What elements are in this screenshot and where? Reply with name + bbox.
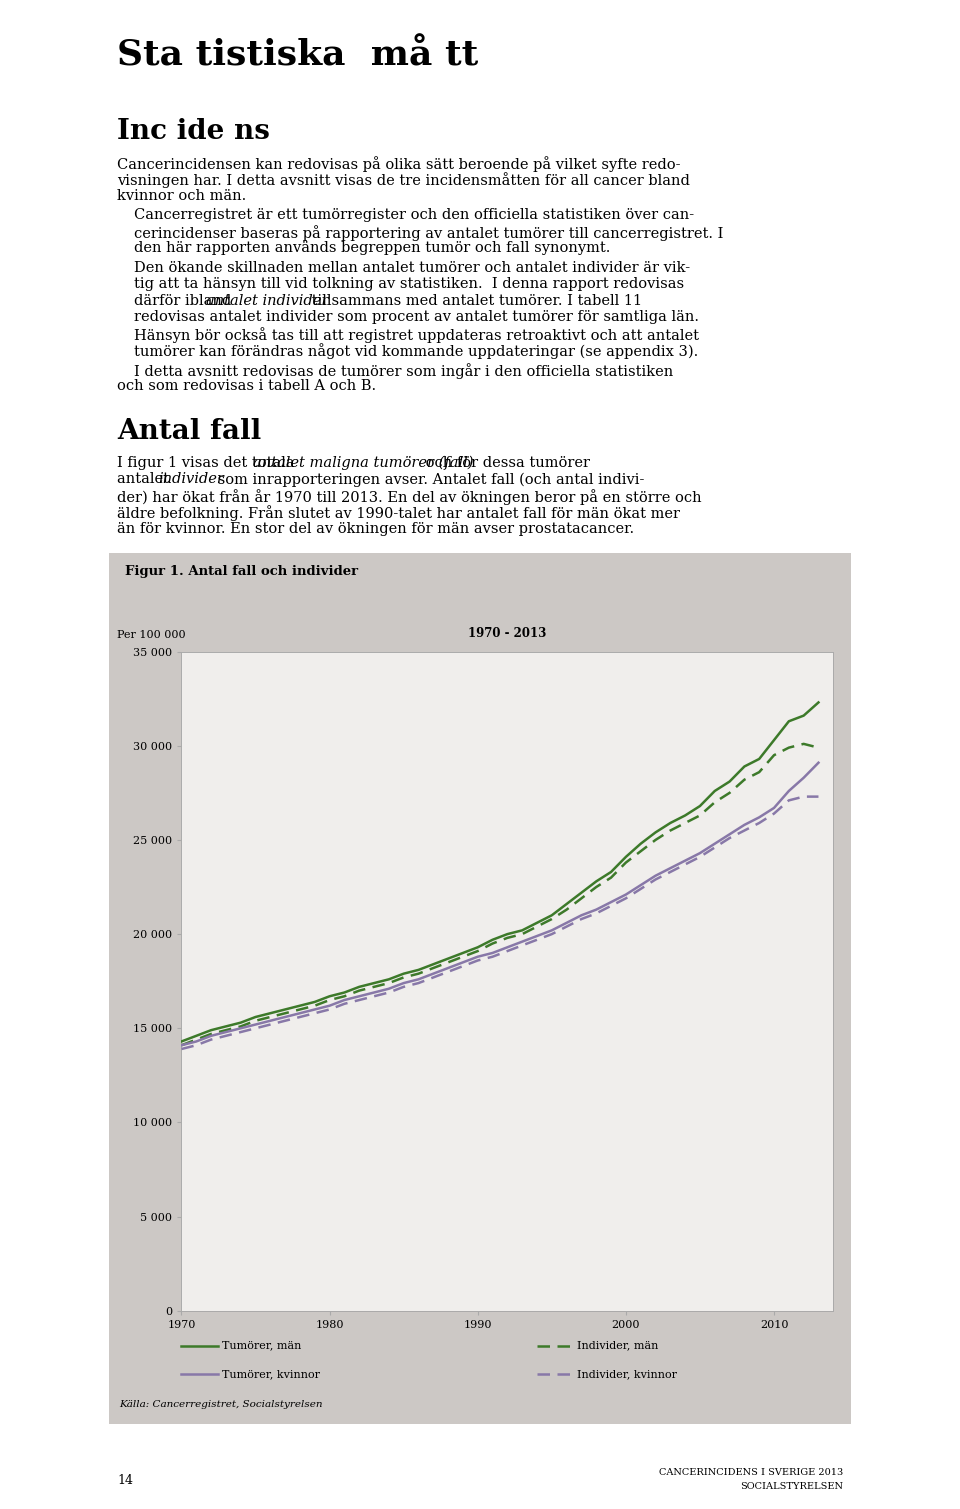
Text: CANCERINCIDENS I SVERIGE 2013: CANCERINCIDENS I SVERIGE 2013 <box>659 1468 843 1477</box>
Text: Tumörer, män: Tumörer, män <box>222 1340 301 1351</box>
Text: antalet individer: antalet individer <box>206 294 328 308</box>
Text: Källa: Cancerregistret, Socialstyrelsen: Källa: Cancerregistret, Socialstyrelsen <box>119 1400 323 1409</box>
Text: än för kvinnor. En stor del av ökningen för män avser prostatacancer.: än för kvinnor. En stor del av ökningen … <box>117 522 635 536</box>
Text: Individer, kvinnor: Individer, kvinnor <box>577 1369 677 1379</box>
Text: och för dessa tumörer: och för dessa tumörer <box>421 456 590 469</box>
Text: I detta avsnitt redovisas de tumörer som ingår i den officiella statistiken: I detta avsnitt redovisas de tumörer som… <box>134 364 674 379</box>
Text: 1970 - 2013: 1970 - 2013 <box>468 626 546 640</box>
Text: och som redovisas i tabell A och B.: och som redovisas i tabell A och B. <box>117 379 376 394</box>
Text: Cancerincidensen kan redovisas på olika sätt beroende på vilket syfte redo-: Cancerincidensen kan redovisas på olika … <box>117 155 681 172</box>
Text: som inrapporteringen avser. Antalet fall (och antal indivi-: som inrapporteringen avser. Antalet fall… <box>213 472 644 487</box>
Text: redovisas antalet individer som procent av antalet tumörer för samtliga län.: redovisas antalet individer som procent … <box>134 311 700 324</box>
Text: Den ökande skillnaden mellan antalet tumörer och antalet individer är vik-: Den ökande skillnaden mellan antalet tum… <box>134 261 690 275</box>
Text: tumörer kan förändras något vid kommande uppdateringar (se appendix 3).: tumörer kan förändras något vid kommande… <box>134 344 699 359</box>
Text: Cancerregistret är ett tumörregister och den officiella statistiken över can-: Cancerregistret är ett tumörregister och… <box>134 208 694 222</box>
Text: Tumörer, kvinnor: Tumörer, kvinnor <box>222 1369 320 1379</box>
Text: antalet maligna tumörer (fall): antalet maligna tumörer (fall) <box>253 456 474 471</box>
Text: den här rapporten används begreppen tumör och fall synonymt.: den här rapporten används begreppen tumö… <box>134 241 611 255</box>
Text: cerincidenser baseras på rapportering av antalet tumörer till cancerregistret. I: cerincidenser baseras på rapportering av… <box>134 225 724 241</box>
Text: individer: individer <box>158 472 225 486</box>
Bar <box>109 554 851 1424</box>
Text: därför ibland: därför ibland <box>134 294 236 308</box>
Text: antalet: antalet <box>117 472 174 486</box>
Text: 14: 14 <box>117 1474 133 1486</box>
Text: Per 100 000: Per 100 000 <box>117 629 185 640</box>
Text: Individer, män: Individer, män <box>577 1340 659 1351</box>
Text: tillsammans med antalet tumörer. I tabell 11: tillsammans med antalet tumörer. I tabel… <box>307 294 642 308</box>
Text: SOCIALSTYRELSEN: SOCIALSTYRELSEN <box>740 1482 843 1491</box>
Text: Antal fall: Antal fall <box>117 418 261 445</box>
Text: tig att ta hänsyn till vid tolkning av statistiken.  I denna rapport redovisas: tig att ta hänsyn till vid tolkning av s… <box>134 278 684 291</box>
Text: äldre befolkning. Från slutet av 1990-talet har antalet fall för män ökat mer: äldre befolkning. Från slutet av 1990-ta… <box>117 506 680 522</box>
Text: I figur 1 visas det totala: I figur 1 visas det totala <box>117 456 300 469</box>
Text: Figur 1. Antal fall och individer: Figur 1. Antal fall och individer <box>125 566 358 578</box>
Text: Inc ide ns: Inc ide ns <box>117 118 270 145</box>
Text: der) har ökat från år 1970 till 2013. En del av ökningen beror på en större och: der) har ökat från år 1970 till 2013. En… <box>117 489 702 506</box>
Text: Hänsyn bör också tas till att registret uppdateras retroaktivt och att antalet: Hänsyn bör också tas till att registret … <box>134 327 700 343</box>
Text: visningen har. I detta avsnitt visas de tre incidensmåtten för all cancer bland: visningen har. I detta avsnitt visas de … <box>117 172 690 189</box>
Text: kvinnor och män.: kvinnor och män. <box>117 189 247 204</box>
Text: Sta tistiska  må tt: Sta tistiska må tt <box>117 38 478 72</box>
